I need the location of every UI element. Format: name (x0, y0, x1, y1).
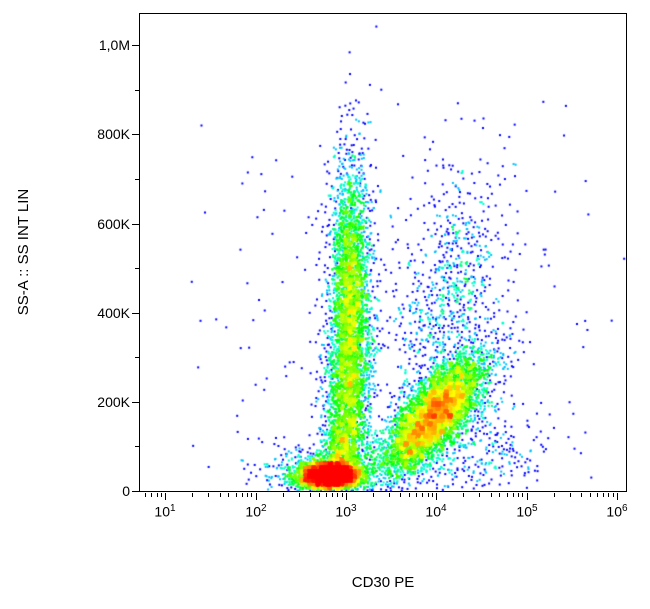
x-tick-mark (346, 493, 347, 500)
y-tick-label: 1,0M (98, 37, 130, 53)
x-tick-exponent: 3 (351, 503, 357, 514)
x-minor-tick-mark (522, 493, 523, 497)
x-tick-exponent: 2 (261, 503, 267, 514)
x-minor-tick-mark (432, 493, 433, 497)
x-tick-label: 102 (226, 503, 286, 520)
x-minor-tick-mark (597, 493, 598, 497)
y-minor-tick-mark (135, 357, 139, 358)
x-tick-exponent: 5 (532, 503, 538, 514)
x-minor-tick-mark (463, 493, 464, 497)
x-tick-exponent: 4 (441, 503, 447, 514)
y-tick-label: 400K (97, 305, 130, 321)
y-minor-tick-mark (135, 179, 139, 180)
x-minor-tick-mark (400, 493, 401, 497)
x-minor-tick-mark (145, 493, 146, 497)
x-minor-tick-mark (373, 493, 374, 497)
y-minor-tick-mark (135, 446, 139, 447)
x-minor-tick-mark (518, 493, 519, 497)
y-minor-tick-mark (135, 268, 139, 269)
x-tick-base: 10 (516, 503, 532, 520)
x-minor-tick-mark (389, 493, 390, 497)
x-minor-tick-mark (161, 493, 162, 497)
x-minor-tick-mark (319, 493, 320, 497)
x-minor-tick-mark (208, 493, 209, 497)
y-minor-tick-mark (135, 90, 139, 91)
x-tick-base: 10 (335, 503, 351, 520)
x-tick-mark (165, 493, 166, 500)
x-minor-tick-mark (326, 493, 327, 497)
x-minor-tick-mark (299, 493, 300, 497)
y-tick-mark (132, 45, 139, 46)
y-tick-mark (132, 491, 139, 492)
x-tick-label: 104 (406, 503, 466, 520)
x-minor-tick-mark (570, 493, 571, 497)
x-axis-label: CD30 PE (351, 574, 415, 591)
y-tick-mark (132, 313, 139, 314)
x-tick-base: 10 (245, 503, 261, 520)
y-axis-label: SS-A :: SS INT LIN (15, 188, 32, 316)
x-tick-label: 103 (316, 503, 376, 520)
x-tick-label: 106 (587, 503, 647, 520)
x-minor-tick-mark (310, 493, 311, 497)
y-tick-label: 200K (97, 394, 130, 410)
x-minor-tick-mark (590, 493, 591, 497)
x-minor-tick-mark (507, 493, 508, 497)
x-minor-tick-mark (342, 493, 343, 497)
x-minor-tick-mark (499, 493, 500, 497)
x-minor-tick-mark (236, 493, 237, 497)
x-tick-mark (617, 493, 618, 500)
x-minor-tick-mark (416, 493, 417, 497)
y-tick-mark (132, 402, 139, 403)
x-tick-base: 10 (425, 503, 441, 520)
x-minor-tick-mark (603, 493, 604, 497)
x-minor-tick-mark (228, 493, 229, 497)
x-minor-tick-mark (220, 493, 221, 497)
x-tick-label: 101 (135, 503, 195, 520)
y-tick-mark (132, 134, 139, 135)
x-minor-tick-mark (151, 493, 152, 497)
x-tick-label: 105 (497, 503, 557, 520)
y-tick-label: 800K (97, 126, 130, 142)
scatter-plot-canvas (139, 13, 627, 492)
x-minor-tick-mark (554, 493, 555, 497)
x-minor-tick-mark (283, 493, 284, 497)
x-tick-mark (436, 493, 437, 500)
x-minor-tick-mark (242, 493, 243, 497)
x-tick-mark (256, 493, 257, 500)
x-minor-tick-mark (608, 493, 609, 497)
x-tick-base: 10 (154, 503, 170, 520)
x-minor-tick-mark (581, 493, 582, 497)
y-tick-label: 0 (122, 483, 130, 499)
x-minor-tick-mark (491, 493, 492, 497)
x-minor-tick-mark (613, 493, 614, 497)
x-minor-tick-mark (513, 493, 514, 497)
y-tick-label: 600K (97, 216, 130, 232)
x-minor-tick-mark (479, 493, 480, 497)
x-tick-exponent: 1 (170, 503, 176, 514)
x-tick-mark (527, 493, 528, 500)
x-minor-tick-mark (247, 493, 248, 497)
y-tick-mark (132, 224, 139, 225)
x-minor-tick-mark (409, 493, 410, 497)
x-minor-tick-mark (337, 493, 338, 497)
x-minor-tick-mark (422, 493, 423, 497)
x-tick-exponent: 6 (622, 503, 628, 514)
x-minor-tick-mark (428, 493, 429, 497)
x-minor-tick-mark (251, 493, 252, 497)
x-minor-tick-mark (192, 493, 193, 497)
x-minor-tick-mark (332, 493, 333, 497)
x-tick-base: 10 (606, 503, 622, 520)
x-minor-tick-mark (157, 493, 158, 497)
